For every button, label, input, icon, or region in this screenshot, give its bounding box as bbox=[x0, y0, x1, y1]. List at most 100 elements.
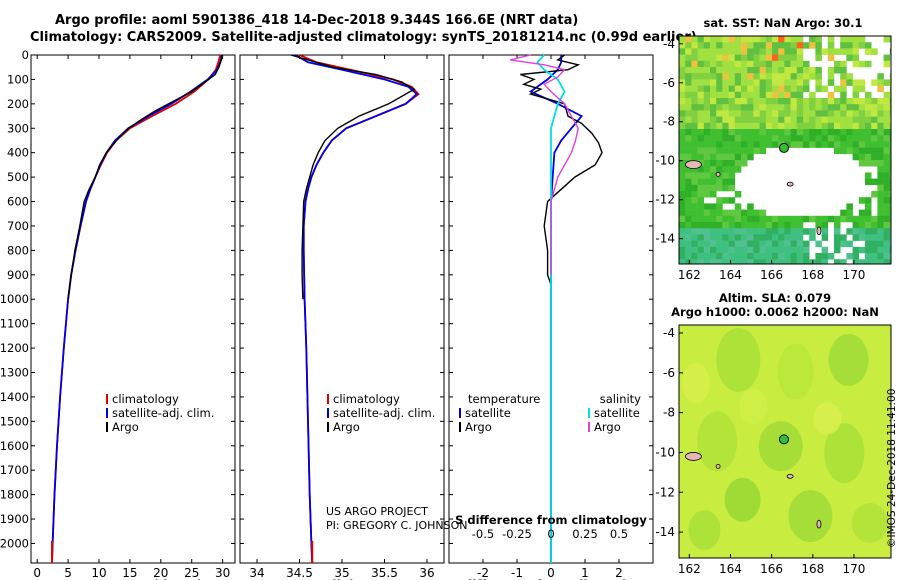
xtick-label: 36 bbox=[419, 566, 434, 580]
sst-cell bbox=[685, 85, 692, 93]
sla-blob bbox=[828, 333, 869, 386]
sst-cell bbox=[883, 54, 891, 62]
sst-cell bbox=[772, 67, 779, 74]
sst-cell bbox=[728, 79, 736, 86]
sst-cell bbox=[852, 116, 860, 124]
sst-cell bbox=[703, 36, 711, 43]
sst-cell bbox=[753, 116, 760, 124]
sst-cell bbox=[759, 129, 767, 136]
sst-cell bbox=[747, 67, 754, 74]
sst-cell bbox=[747, 98, 754, 105]
sst-cell bbox=[865, 160, 872, 167]
sst-cell bbox=[834, 110, 841, 117]
sst-cell bbox=[809, 129, 816, 136]
sst-cell bbox=[728, 36, 736, 43]
sst-cell bbox=[883, 91, 891, 99]
sst-cell bbox=[877, 79, 884, 86]
top-xtick-label: 0.5 bbox=[610, 527, 628, 541]
sst-cell bbox=[685, 147, 692, 155]
sst-cell bbox=[685, 246, 692, 254]
sst-cell bbox=[716, 60, 723, 68]
sst-cell bbox=[716, 54, 723, 62]
sst-cell bbox=[796, 240, 804, 248]
sst-cell bbox=[722, 85, 729, 93]
sst-cell bbox=[685, 91, 692, 99]
sst-cell bbox=[722, 98, 729, 105]
sst-cell bbox=[691, 122, 698, 130]
sst-cell bbox=[741, 54, 748, 62]
sst-cell bbox=[722, 209, 729, 217]
sst-cell bbox=[815, 98, 822, 105]
sst-cell bbox=[697, 222, 705, 229]
ytick-label: 1800 bbox=[0, 488, 29, 502]
sst-cell bbox=[697, 42, 705, 49]
sst-cell bbox=[772, 234, 779, 241]
sst-cell bbox=[871, 116, 878, 124]
sst-cell bbox=[852, 91, 860, 99]
sst-cell bbox=[840, 147, 847, 155]
sst-cell bbox=[741, 259, 748, 264]
sst-cell bbox=[809, 141, 816, 148]
sst-cell bbox=[790, 228, 798, 235]
sst-cell bbox=[877, 160, 884, 167]
sst-cell bbox=[759, 240, 767, 248]
sst-cell bbox=[697, 122, 705, 130]
sst-cell bbox=[858, 209, 866, 217]
xtick-label: 1 bbox=[581, 566, 589, 580]
sst-cell bbox=[889, 98, 891, 105]
sst-cell bbox=[728, 166, 736, 173]
sst-cell bbox=[840, 259, 847, 264]
sst-cell bbox=[765, 222, 773, 229]
sst-cell bbox=[734, 85, 742, 93]
sla_map-frame bbox=[678, 324, 892, 559]
map-xtick-label: 166 bbox=[760, 268, 783, 282]
sst-cell bbox=[759, 141, 767, 148]
sst-cell bbox=[765, 104, 773, 111]
sst-cell bbox=[883, 36, 891, 43]
sst-cell bbox=[871, 48, 878, 55]
sst-cell bbox=[710, 222, 717, 229]
sst-cell bbox=[734, 79, 742, 86]
sst-cell bbox=[710, 215, 717, 223]
sst-cell bbox=[697, 184, 705, 192]
sst-cell bbox=[865, 172, 872, 179]
sst-cell bbox=[685, 54, 692, 62]
sst-cell bbox=[722, 60, 729, 68]
sst-cell bbox=[840, 135, 847, 142]
sst-cell bbox=[722, 104, 729, 111]
sst-cell bbox=[716, 141, 723, 148]
map-ytick-label: -10 bbox=[655, 445, 675, 459]
map-ytick-label: -14 bbox=[655, 232, 675, 246]
sst-cell bbox=[858, 215, 866, 223]
sst-cell bbox=[889, 222, 891, 229]
sst-cell bbox=[840, 85, 847, 93]
sst-cell bbox=[697, 228, 705, 235]
sst-cell bbox=[685, 116, 692, 124]
sst-cell bbox=[790, 36, 798, 43]
sst-cell bbox=[710, 184, 717, 192]
sst-cell bbox=[877, 73, 884, 80]
sst-cell bbox=[710, 36, 717, 43]
sst-cell bbox=[889, 228, 891, 235]
sst-cell bbox=[741, 129, 748, 136]
sst-cell bbox=[834, 60, 841, 68]
sst-cell bbox=[784, 259, 791, 264]
sst-cell bbox=[741, 215, 748, 223]
sst-cell bbox=[821, 141, 829, 148]
sst-cell bbox=[703, 104, 711, 111]
sst-cell bbox=[772, 259, 779, 264]
sst-cell bbox=[846, 215, 853, 223]
sst-cell bbox=[691, 36, 698, 43]
sst-cell bbox=[796, 141, 804, 148]
sst-cell bbox=[778, 73, 785, 80]
sst-cell bbox=[765, 246, 773, 254]
sst-cell bbox=[722, 36, 729, 43]
sst-cell bbox=[815, 73, 822, 80]
sst-cell bbox=[747, 122, 754, 130]
sst-cell bbox=[883, 110, 891, 117]
sst-cell bbox=[821, 129, 829, 136]
sst-cell bbox=[759, 215, 767, 223]
sst-cell bbox=[753, 215, 760, 223]
sst-cell bbox=[803, 215, 810, 223]
sst-cell bbox=[722, 73, 729, 80]
